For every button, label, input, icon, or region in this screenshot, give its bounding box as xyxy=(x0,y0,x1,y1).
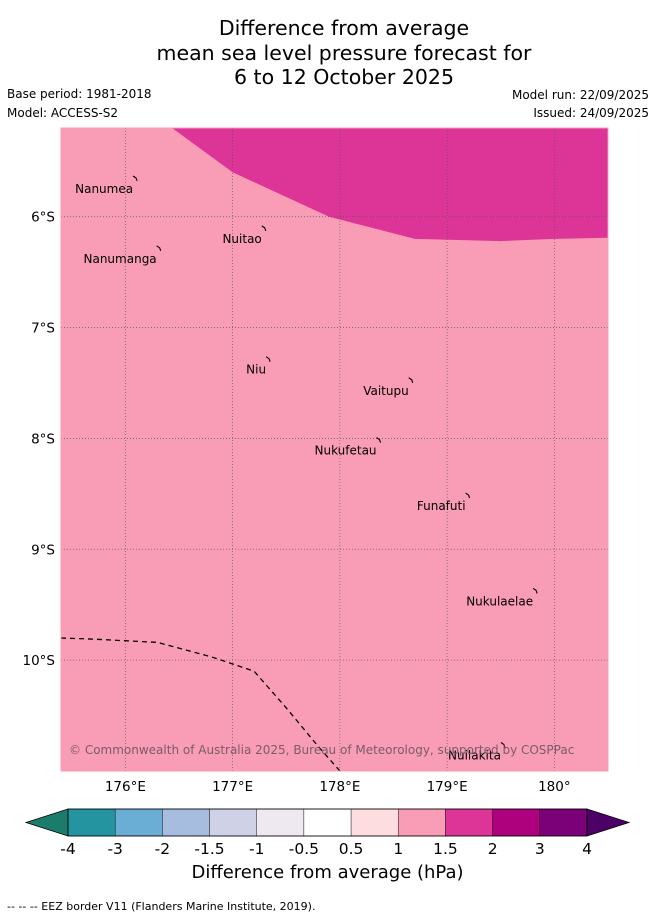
island-funafuti: Funafuti xyxy=(417,492,471,513)
colorbar-extend-low xyxy=(24,808,69,837)
colorbar-segment xyxy=(492,808,541,837)
colorbar-tick-label: 3 xyxy=(535,840,545,858)
colorbar-label: Difference from average (hPa) xyxy=(191,862,464,883)
lon-tick-label: 176°E xyxy=(105,779,146,795)
lat-tick-label: 8°S xyxy=(31,431,55,447)
colorbar-tick-label: 1.5 xyxy=(433,840,458,858)
colorbar-segment xyxy=(67,808,116,837)
lat-tick-label: 7°S xyxy=(31,321,55,337)
island-nuilakita: Nuilakita xyxy=(448,742,506,763)
colorbar-tick-label: 0.5 xyxy=(339,840,364,858)
map-axes: 176°E 177°E 178°E 179°E 180° 6°S 7°S 8°S 9°S 10°S xyxy=(23,127,609,795)
island-niu: Niu xyxy=(246,356,271,377)
island-label: Funafuti xyxy=(417,499,466,513)
colorbar-segment xyxy=(398,808,446,837)
model-run-text: Model run: 22/09/2025 xyxy=(511,88,649,102)
title-line-3: 6 to 12 October 2025 xyxy=(234,65,454,89)
base-period-text: Base period: 1981-2018 xyxy=(7,87,152,101)
colorbar-segment xyxy=(350,808,399,837)
colorbar-segment xyxy=(162,808,210,837)
colorbar-tick-label: -1 xyxy=(249,840,264,858)
copyright-text: © Commonwealth of Australia 2025, Bureau… xyxy=(69,743,574,757)
island-label: Nukulaelae xyxy=(466,594,533,608)
colorbar-segment xyxy=(303,808,352,837)
colorbar: -4 -3 -2 -1.5 -1 -0.5 0.5 1 1.5 2 3 4 xyxy=(24,808,631,858)
island-vaitupu: Vaitupu xyxy=(363,377,414,398)
colorbar-tick-label: -3 xyxy=(107,840,122,858)
colorbar-segment xyxy=(539,808,588,837)
island-label: Nukufetau xyxy=(315,444,377,458)
island-label: Nuitao xyxy=(222,232,261,246)
lon-tick-label: 179°E xyxy=(427,779,468,795)
lat-tick-label: 6°S xyxy=(31,210,55,226)
island-outline xyxy=(465,492,471,499)
island-outline xyxy=(261,225,267,232)
anomaly-fill-1-5-to-2 xyxy=(172,128,608,242)
colorbar-tick-label: 1 xyxy=(393,840,403,858)
island-outline xyxy=(132,175,138,182)
model-text: Model: ACCESS-S2 xyxy=(7,106,119,120)
island-label: Nanumanga xyxy=(84,252,157,266)
island-outline xyxy=(265,356,271,362)
title-line-1: Difference from average xyxy=(218,16,470,40)
island-nukulaelae: Nukulaelae xyxy=(466,587,538,608)
island-nanumanga: Nanumanga xyxy=(84,245,162,266)
colorbar-segment xyxy=(445,808,493,837)
lon-tick-label: 177°E xyxy=(212,779,253,795)
lon-tick-label: 178°E xyxy=(319,779,360,795)
title-line-2: mean sea level pressure forecast for xyxy=(156,40,532,65)
map-title: Difference from average mean sea level p… xyxy=(0,16,655,90)
island-outline xyxy=(408,377,414,383)
island-outline xyxy=(532,587,538,594)
colorbar-frame xyxy=(67,808,588,837)
colorbar-tick-label: -4 xyxy=(60,840,75,858)
island-outline xyxy=(500,742,506,748)
island-outline xyxy=(156,245,162,252)
colorbar-segment xyxy=(114,808,163,837)
island-nanumea: Nanumea xyxy=(75,175,138,196)
island-label: Vaitupu xyxy=(363,384,409,398)
island-nukufetau: Nukufetau xyxy=(315,437,382,458)
colorbar-segment xyxy=(209,808,257,837)
eez-border-legend: -- -- -- EEZ border V11 (Flanders Marine… xyxy=(7,900,316,913)
lat-tick-label: 10°S xyxy=(23,653,56,669)
island-nuitao: Nuitao xyxy=(222,225,267,246)
colorbar-tick-label: -2 xyxy=(155,840,170,858)
colorbar-tick-label: 2 xyxy=(488,840,498,858)
colorbar-extend-high xyxy=(586,808,631,837)
colorbar-tick-label: -1.5 xyxy=(194,840,224,858)
colorbar-tick-label: -0.5 xyxy=(289,840,319,858)
eez-border-line xyxy=(61,637,341,771)
map-area: Nanumea Nuitao Nanumanga Niu Vaitupu Nukufeta… xyxy=(61,128,608,771)
issued-text: Issued: 24/09/2025 xyxy=(533,106,649,120)
lat-tick-label: 9°S xyxy=(31,542,55,558)
map-frame xyxy=(60,127,609,772)
island-outline xyxy=(376,437,382,443)
island-label: Nanumea xyxy=(75,182,133,196)
lon-tick-label: 180° xyxy=(538,779,571,795)
colorbar-tick-label: 4 xyxy=(582,840,592,858)
colorbar-segment xyxy=(256,808,305,837)
island-label: Nuilakita xyxy=(448,749,501,763)
island-label: Niu xyxy=(246,363,266,377)
